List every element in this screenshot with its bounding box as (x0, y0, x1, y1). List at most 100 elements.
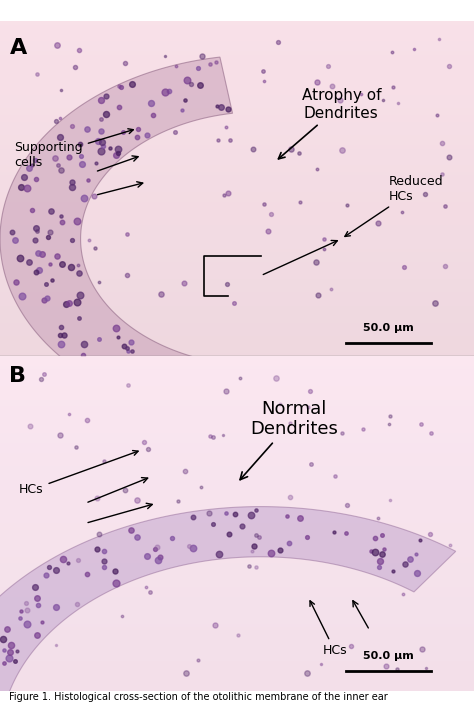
Bar (0, 550, 474, 553)
Bar (0, 456, 474, 460)
Text: 50.0 µm: 50.0 µm (363, 323, 414, 333)
Bar (0, 476, 474, 480)
Bar (0, 664, 474, 667)
Text: Figure 1. Histological cross-section of the otolithic membrane of the inner ear: Figure 1. Histological cross-section of … (9, 692, 388, 702)
Bar (0, 677, 474, 681)
Bar (0, 112, 474, 115)
Bar (0, 486, 474, 490)
Bar (0, 386, 474, 389)
Bar (0, 379, 474, 383)
Bar (0, 309, 474, 313)
Bar (0, 85, 474, 88)
Bar (0, 256, 474, 259)
Bar (0, 333, 474, 336)
Bar (0, 590, 474, 594)
Bar (0, 169, 474, 172)
Bar (0, 192, 474, 195)
Bar (0, 460, 474, 463)
Bar (0, 118, 474, 122)
Bar (0, 286, 474, 289)
Bar (0, 537, 474, 540)
Bar (0, 473, 474, 476)
Bar (0, 145, 474, 149)
Bar (0, 105, 474, 108)
Text: A: A (9, 38, 27, 58)
Bar (0, 339, 474, 342)
Bar (0, 399, 474, 403)
Bar (0, 202, 474, 206)
Bar (0, 246, 474, 249)
Bar (0, 149, 474, 152)
Bar (0, 102, 474, 105)
Bar (0, 406, 474, 409)
Bar (0, 362, 474, 366)
Bar (0, 413, 474, 417)
Bar (0, 195, 474, 199)
Bar (0, 543, 474, 547)
Bar (0, 641, 474, 644)
Bar (0, 433, 474, 436)
Bar (0, 142, 474, 145)
Bar (0, 610, 474, 614)
Bar (0, 216, 474, 219)
Bar (0, 189, 474, 192)
Bar (0, 212, 474, 216)
Bar (0, 269, 474, 273)
Bar (0, 517, 474, 520)
Bar (0, 624, 474, 627)
Bar (0, 45, 474, 48)
Bar (0, 594, 474, 597)
Bar (0, 493, 474, 496)
Bar (0, 426, 474, 429)
Bar (0, 651, 474, 654)
Bar (0, 490, 474, 493)
Text: Supporting
cells: Supporting cells (14, 129, 133, 169)
Bar (0, 155, 474, 159)
Bar (0, 496, 474, 500)
Bar (0, 41, 474, 45)
Bar (0, 249, 474, 252)
Bar (0, 295, 474, 299)
Bar (0, 329, 474, 333)
Bar (0, 75, 474, 78)
Bar (0, 272, 474, 276)
Bar (0, 620, 474, 624)
Bar (0, 661, 474, 664)
Bar (0, 276, 474, 279)
Bar (0, 152, 474, 155)
Bar (0, 232, 474, 236)
Bar (0, 319, 474, 323)
Bar (0, 323, 474, 326)
Bar (0, 370, 474, 373)
Bar (0, 654, 474, 657)
Bar (0, 179, 474, 182)
Bar (0, 389, 474, 393)
Bar (0, 21, 474, 25)
Bar (0, 376, 474, 379)
Bar (0, 122, 474, 125)
Bar (0, 71, 474, 75)
Bar (0, 617, 474, 620)
Bar (0, 61, 474, 65)
Bar (0, 403, 474, 406)
Bar (0, 266, 474, 269)
Bar (0, 205, 474, 209)
Bar (0, 674, 474, 677)
Bar (0, 68, 474, 72)
Bar (0, 466, 474, 470)
Bar (0, 236, 474, 239)
Bar (0, 667, 474, 671)
Text: B: B (9, 366, 27, 386)
Bar (0, 580, 474, 584)
Bar (0, 500, 474, 503)
Bar (0, 681, 474, 684)
Bar (0, 326, 474, 329)
Bar (0, 108, 474, 112)
Bar (0, 627, 474, 630)
Bar (0, 373, 474, 376)
Bar (0, 336, 474, 340)
Bar (0, 409, 474, 413)
Text: Atrophy of
Dendrites: Atrophy of Dendrites (278, 88, 381, 159)
Bar (0, 360, 474, 362)
Bar (0, 393, 474, 396)
